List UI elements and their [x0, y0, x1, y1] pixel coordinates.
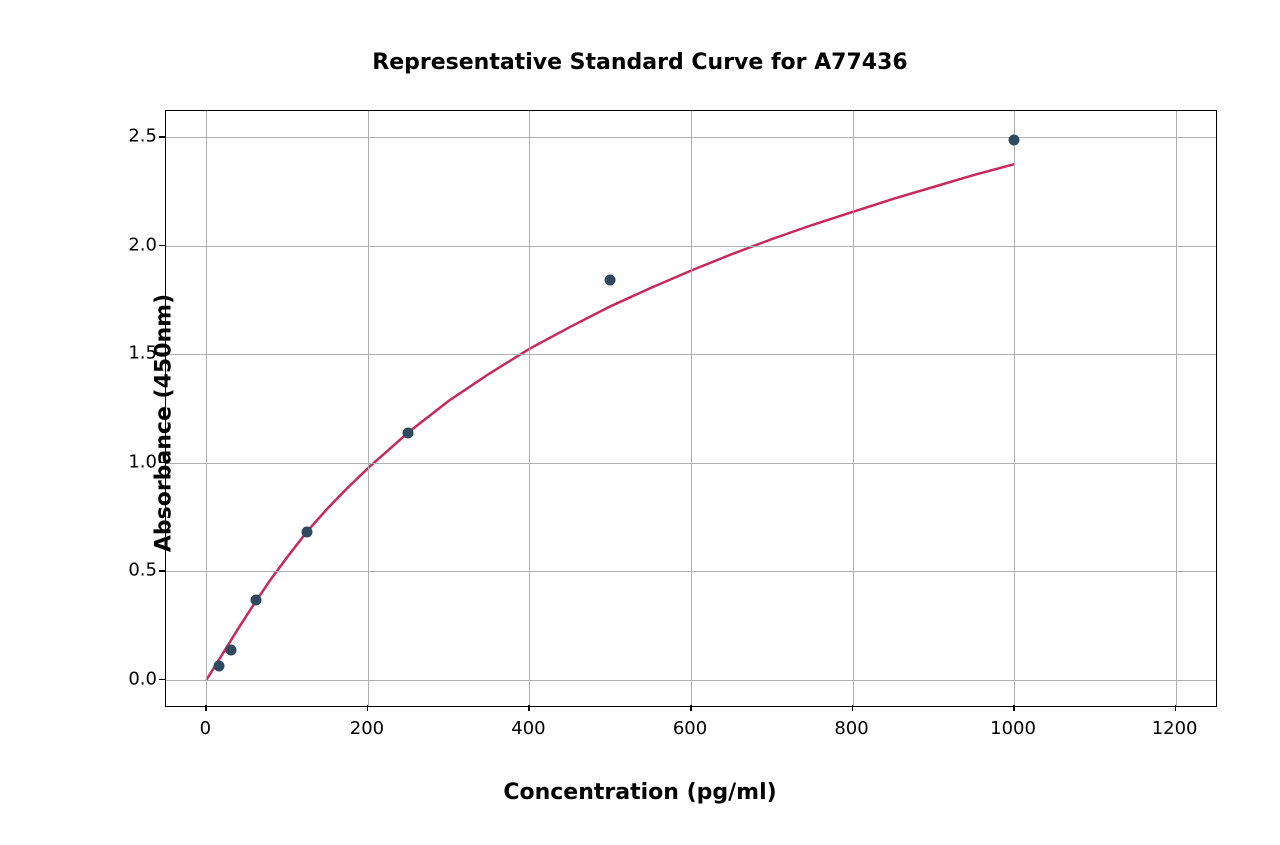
x-axis-label: Concentration (pg/ml) [503, 780, 776, 805]
grid-line-vertical [1176, 111, 1177, 706]
grid-line-horizontal [166, 137, 1216, 138]
y-tick-label: 2.0 [112, 234, 157, 255]
grid-line-vertical [206, 111, 207, 706]
x-tick-label: 200 [350, 718, 384, 739]
grid-line-vertical [691, 111, 692, 706]
y-tick-label: 0.0 [112, 668, 157, 689]
x-tick-mark [1013, 705, 1015, 711]
x-tick-mark [367, 705, 369, 711]
y-tick-label: 0.5 [112, 560, 157, 581]
x-tick-label: 1200 [1152, 718, 1198, 739]
y-tick-label: 1.0 [112, 451, 157, 472]
x-tick-mark [852, 705, 854, 711]
grid-line-vertical [368, 111, 369, 706]
data-point [605, 274, 616, 285]
grid-line-vertical [529, 111, 530, 706]
fitted-curve [206, 164, 1014, 680]
y-tick-mark [159, 570, 165, 572]
data-point [1009, 135, 1020, 146]
x-tick-label: 600 [673, 718, 707, 739]
y-tick-label: 2.5 [112, 126, 157, 147]
x-tick-mark [205, 705, 207, 711]
data-point [403, 428, 414, 439]
data-point [213, 660, 224, 671]
grid-line-horizontal [166, 680, 1216, 681]
chart-title: Representative Standard Curve for A77436 [372, 50, 907, 75]
y-tick-mark [159, 462, 165, 464]
grid-line-vertical [1014, 111, 1015, 706]
chart-container: Representative Standard Curve for A77436… [0, 0, 1280, 845]
plot-area [165, 110, 1217, 707]
x-tick-mark [528, 705, 530, 711]
y-tick-mark [159, 245, 165, 247]
data-point [251, 594, 262, 605]
y-tick-mark [159, 679, 165, 681]
y-tick-mark [159, 136, 165, 138]
grid-line-vertical [853, 111, 854, 706]
grid-line-horizontal [166, 571, 1216, 572]
y-tick-label: 1.5 [112, 343, 157, 364]
y-axis-label: Absorbance (450nm) [152, 293, 177, 551]
x-tick-mark [690, 705, 692, 711]
x-tick-label: 400 [511, 718, 545, 739]
grid-line-horizontal [166, 246, 1216, 247]
data-point [302, 527, 313, 538]
x-tick-label: 1000 [990, 718, 1036, 739]
grid-line-horizontal [166, 463, 1216, 464]
data-point [226, 644, 237, 655]
x-tick-label: 800 [834, 718, 868, 739]
y-tick-mark [159, 353, 165, 355]
grid-line-horizontal [166, 354, 1216, 355]
x-tick-label: 0 [200, 718, 211, 739]
x-tick-mark [1175, 705, 1177, 711]
